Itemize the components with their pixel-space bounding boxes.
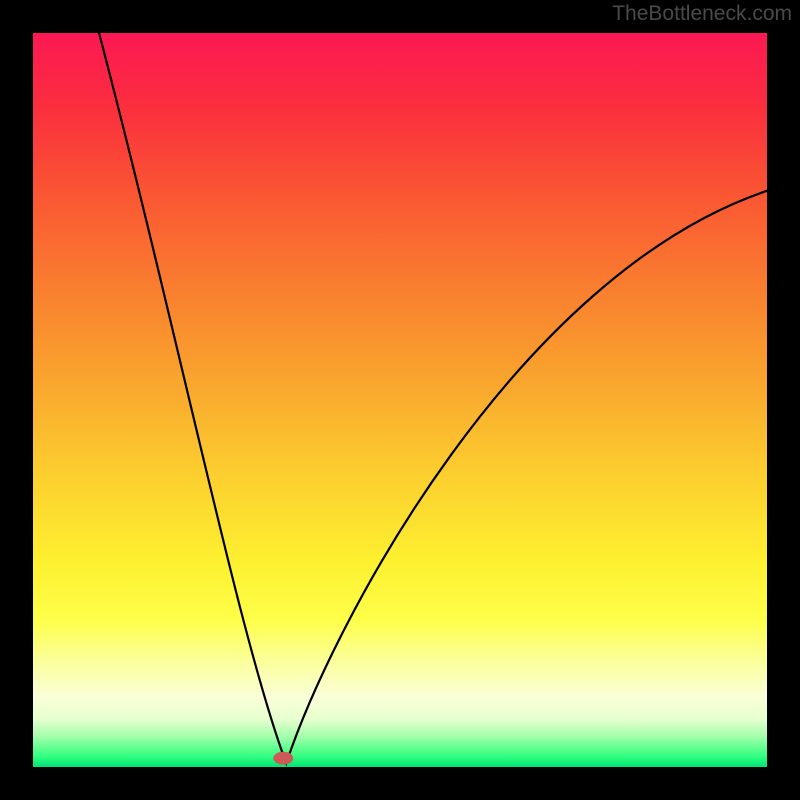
optimal-point-marker [273,752,293,765]
watermark-text: TheBottleneck.com [612,2,792,26]
bottleneck-chart [0,0,800,800]
plot-area [33,33,767,767]
chart-svg [0,0,800,800]
